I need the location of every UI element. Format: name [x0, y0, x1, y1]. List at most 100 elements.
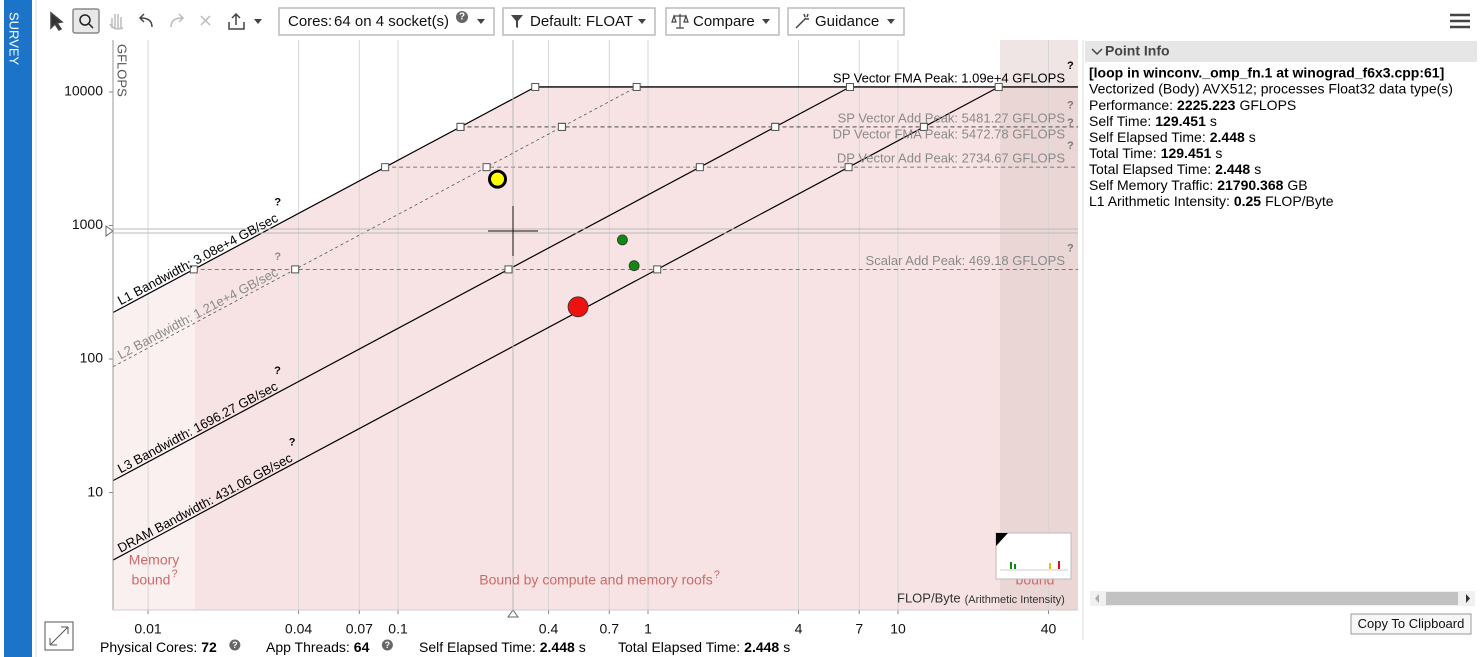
info-row-label: Self Memory Traffic:: [1089, 177, 1213, 193]
info-row: L1 Arithmetic Intensity: 0.25 FLOP/Byte: [1089, 193, 1334, 209]
info-row-value: 2.448: [1210, 129, 1245, 145]
info-row-value: 2.448: [1215, 161, 1250, 177]
memory-roof: [113, 86, 536, 314]
zone-label: Memory: [129, 552, 180, 568]
info-row: Self Elapsed Time: 2.448 s: [1089, 129, 1256, 145]
status-item-value: 2.448: [744, 639, 779, 655]
redo[interactable]: [170, 13, 185, 28]
help-mark: ?: [1067, 140, 1074, 152]
info-row-value: 129.451: [1161, 145, 1212, 161]
dropdown-arrow: [887, 19, 895, 24]
cores-value: 64 on 4 socket(s): [334, 13, 449, 30]
y-axis-label: GFLOPS: [115, 44, 130, 97]
status-item: Self Elapsed Time: 2.448 s: [419, 639, 586, 655]
info-row-unit: s: [1254, 161, 1261, 177]
help-mark: ?: [289, 437, 296, 449]
status-item-label: Self Elapsed Time:: [419, 639, 536, 655]
roof-intersection: [632, 82, 641, 91]
zoom-tool[interactable]: [72, 8, 100, 34]
undo[interactable]: [138, 13, 153, 28]
zoom-icon: [88, 23, 94, 29]
help-mark: ?: [1067, 60, 1074, 72]
filter-dropdown[interactable]: [502, 7, 656, 36]
info-row-unit: GB: [1287, 177, 1307, 193]
help-mark: ?: [274, 365, 281, 377]
loop-point[interactable]: [617, 234, 628, 246]
menu[interactable]: [1450, 13, 1470, 29]
info-row-unit: GFLOPS: [1239, 97, 1296, 113]
dropdown-arrow: [477, 19, 485, 24]
pan-tool[interactable]: [109, 14, 124, 30]
dropdown-arrow[interactable]: [254, 19, 262, 24]
help-mark: ?: [714, 569, 720, 581]
help-mark: ?: [274, 251, 281, 263]
compute-roof-label: SP Vector FMA Peak: 1.09e+4 GFLOPS: [833, 70, 1065, 85]
zone-label: Bound by compute and memory roofs: [479, 572, 712, 588]
compute-roof-label: Scalar Add Peak: 469.18 GFLOPS: [866, 253, 1066, 268]
x-tick-label: 0.1: [388, 621, 408, 637]
roof-intersection: [482, 163, 491, 172]
status-item-label: App Threads:: [266, 639, 350, 655]
scroll-left[interactable]: [1095, 594, 1099, 603]
help-icon[interactable]: [381, 639, 393, 651]
roof-intersection: [653, 265, 662, 274]
status-item-unit: s: [579, 639, 586, 655]
status-item-value: 2.448: [540, 639, 575, 655]
help-icon-text: ?: [459, 12, 465, 23]
select-tool[interactable]: [50, 11, 64, 31]
info-row-label: Total Time:: [1089, 145, 1157, 161]
help-icon-text: ?: [385, 640, 391, 650]
info-row: Self Memory Traffic: 21790.368 GB: [1089, 177, 1308, 193]
panel-header: [1085, 41, 1477, 62]
info-row-label: Performance:: [1089, 97, 1173, 113]
loop-point[interactable]: [567, 296, 589, 318]
axis-marker: [507, 609, 519, 618]
help-mark: ?: [274, 197, 281, 209]
roof-intersection: [456, 122, 465, 131]
expand-button[interactable]: [44, 621, 74, 651]
collapse-chevron[interactable]: [1091, 48, 1103, 56]
y-tick-label: 100: [80, 350, 104, 366]
x-tick-label: 0.01: [134, 621, 161, 637]
info-row-value: 129.451: [1155, 113, 1206, 129]
info-row: Self Time: 129.451 s: [1089, 113, 1217, 129]
export[interactable]: [228, 12, 245, 30]
x-axis-label: FLOP/Byte: [897, 590, 961, 605]
y-tick-label: 10000: [64, 83, 103, 99]
dropdown-arrow: [762, 19, 770, 24]
scrollbar[interactable]: [1090, 591, 1475, 606]
roof-intersection: [844, 163, 853, 172]
minimap[interactable]: [995, 532, 1072, 580]
axis-marker: [105, 225, 114, 237]
sidebar-tab[interactable]: SURVEY: [7, 12, 22, 66]
clear[interactable]: [200, 15, 211, 26]
y-tick-label: 1000: [72, 216, 103, 232]
help-icon[interactable]: [229, 639, 241, 651]
help-icon[interactable]: [456, 11, 468, 23]
crosshair: [105, 40, 1078, 618]
help-mark: ?: [1067, 117, 1074, 129]
scroll-thumb[interactable]: [1106, 592, 1458, 605]
loop-point[interactable]: [488, 169, 508, 189]
zone-label: bound: [132, 572, 171, 588]
x-tick-label: 10: [890, 621, 906, 637]
loop-name: [loop in winconv._omp_fn.1 at winograd_f…: [1089, 65, 1444, 81]
loop-point[interactable]: [628, 260, 640, 272]
info-row: Total Time: 129.451 s: [1089, 145, 1222, 161]
status-item-value: 72: [201, 639, 217, 655]
copy-button-label: Copy To Clipboard: [1358, 616, 1465, 631]
info-row-value: 2225.223: [1177, 97, 1236, 113]
panel-title: Point Info: [1105, 43, 1170, 59]
roof-intersection: [771, 122, 780, 131]
guidance-dropdown[interactable]: [787, 7, 905, 36]
info-row: Total Elapsed Time: 2.448 s: [1089, 161, 1261, 177]
compare-icon: [671, 14, 689, 29]
status-item-value: 64: [354, 639, 370, 655]
copy-button[interactable]: [1350, 613, 1472, 635]
roof-envelope: [113, 86, 1078, 610]
roof-intersection: [381, 163, 390, 172]
scroll-right[interactable]: [1466, 594, 1470, 603]
compute-roof-label: SP Vector Add Peak: 5481.27 GFLOPS: [838, 110, 1066, 125]
roof-intersection: [531, 82, 540, 91]
